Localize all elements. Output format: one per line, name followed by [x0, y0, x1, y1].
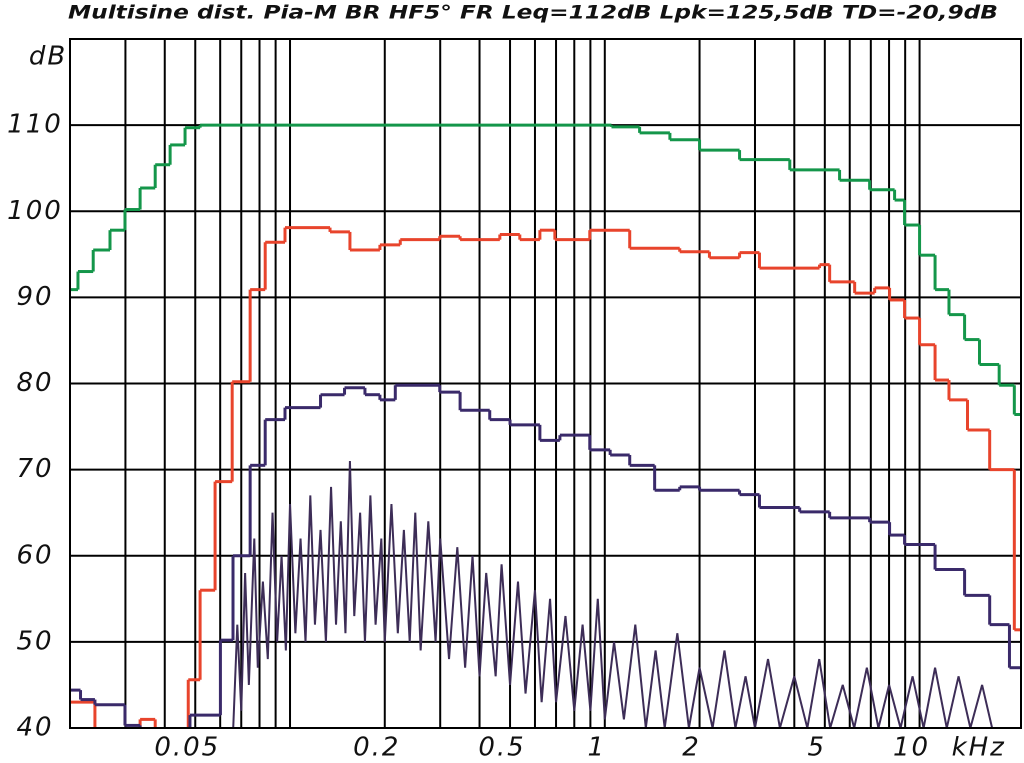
x-tick-label: 0.5 — [478, 733, 525, 763]
chart-title: Multisine dist. Pia-M BR HF5° FR Leq=112… — [68, 2, 998, 24]
y-axis-label: dB — [29, 42, 67, 72]
y-tick-label: 50 — [16, 626, 53, 656]
plot-area — [70, 123, 1021, 728]
y-tick-label: 80 — [16, 368, 53, 398]
x-tick-label: 2 — [682, 733, 701, 763]
x-tick-label: 0.2 — [353, 733, 400, 763]
y-tick-label: 40 — [16, 713, 53, 743]
grid — [70, 39, 1021, 729]
x-tick-label: 1 — [588, 733, 607, 763]
plot-frame — [69, 38, 1022, 729]
x-tick-label: 5 — [808, 733, 827, 763]
y-tick-label: 100 — [7, 196, 63, 226]
spectrum-line — [232, 460, 994, 728]
x-tick-label: 0.05 — [154, 733, 220, 763]
y-tick-label: 70 — [16, 454, 53, 484]
y-tick-label: 60 — [16, 540, 53, 570]
y-tick-label: 110 — [7, 110, 63, 140]
x-tick-label: 10 — [893, 733, 930, 763]
x-axis-label: kHz — [952, 733, 1006, 763]
y-tick-label: 90 — [16, 282, 53, 312]
